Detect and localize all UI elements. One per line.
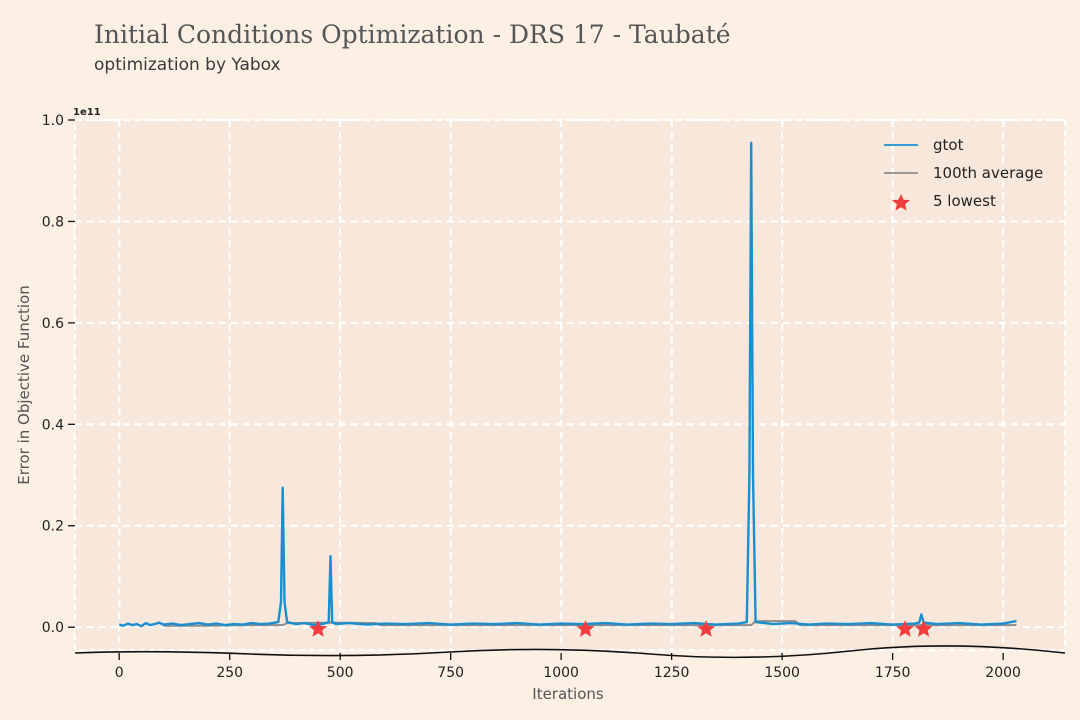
series-lines [118, 141, 1017, 628]
x-tick-label: 750 [437, 665, 464, 681]
x-axis-line [74, 645, 1066, 659]
legend-star-icon [892, 194, 910, 211]
legend-label-average: 100th average [933, 164, 1043, 182]
y-axis-ticks: 0.0 0.2 0.4 0.6 0.8 1.0 [42, 113, 75, 636]
x-tick-label: 1000 [543, 665, 579, 681]
grid [75, 118, 1065, 650]
legend: gtot 100th average 5 lowest [884, 136, 1043, 211]
x-tick-label: 1500 [764, 665, 800, 681]
x-tick-label: 1750 [875, 665, 911, 681]
y-tick-label: 1.0 [42, 113, 64, 129]
lowest-point-star [914, 620, 933, 637]
y-tick-label: 0.2 [42, 519, 64, 535]
chart-title: Initial Conditions Optimization - DRS 17… [94, 20, 731, 49]
chart-subtitle: optimization by Yabox [94, 55, 281, 75]
legend-label-gtot: gtot [933, 136, 964, 154]
y-tick-label: 0.0 [42, 620, 64, 636]
y-tick-label: 0.8 [42, 214, 64, 230]
y-tick-label: 0.4 [42, 417, 64, 433]
x-tick-label: 250 [216, 665, 243, 681]
x-tick-label: 500 [327, 665, 354, 681]
legend-label-lowest: 5 lowest [933, 192, 996, 210]
plot-area [74, 119, 1066, 651]
x-tick-label: 2000 [985, 665, 1021, 681]
lowest-point-star [309, 620, 328, 637]
y-tick-label: 0.6 [42, 316, 64, 332]
series-line-gtot [118, 141, 1017, 628]
y-multiplier-label: 1e11 [73, 107, 101, 118]
x-axis-title: Iterations [532, 685, 604, 703]
lowest-point-star [697, 620, 716, 637]
x-axis-ticks: 0 250 500 750 1000 1250 1500 1750 2000 [115, 653, 1021, 681]
y-axis-title: Error in Objective Function [15, 285, 33, 484]
x-tick-label: 1250 [654, 665, 690, 681]
x-tick-label: 0 [115, 665, 124, 681]
lowest-point-star [896, 620, 914, 637]
lowest-point-star [576, 620, 595, 637]
lowest-points [309, 620, 933, 637]
